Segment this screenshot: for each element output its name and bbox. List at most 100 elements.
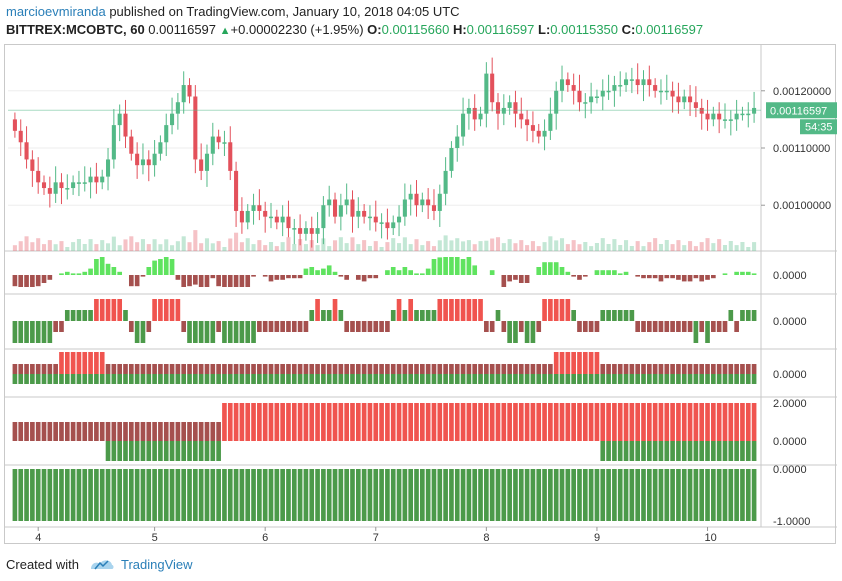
oscillator-bar: [274, 321, 280, 332]
oscillator-bar: [239, 469, 245, 521]
oscillator-bar: [734, 469, 739, 521]
oscillator-bar: [548, 299, 553, 321]
oscillator-bar: [670, 321, 675, 332]
oscillator-bar: [652, 275, 658, 279]
oscillator-bar: [268, 275, 274, 282]
ohlc-line: BITTREX:MCOBTC, 60 0.00116597 ▲+0.000022…: [6, 21, 836, 40]
volume-bar: [199, 243, 204, 251]
volume-bar: [59, 241, 64, 251]
oscillator-bar: [227, 469, 233, 521]
oscillator-bar: [711, 374, 716, 384]
oscillator-bar: [745, 364, 751, 374]
oscillator-bar: [658, 403, 664, 441]
oscillator-bar: [449, 364, 454, 374]
oscillator-bar: [355, 469, 361, 521]
candle: [647, 79, 652, 86]
candle: [635, 79, 640, 86]
oscillator-bar: [402, 364, 408, 374]
candle: [356, 210, 361, 217]
volume-bar: [565, 244, 570, 251]
volume-bar: [222, 247, 227, 251]
candle: [577, 90, 582, 103]
oscillator-bar: [152, 469, 157, 521]
oscillator-bar: [722, 364, 728, 374]
oscillator-bar: [385, 374, 390, 384]
volume-bar: [752, 242, 757, 251]
oscillator-bar: [99, 257, 105, 275]
oscillator-bar: [664, 441, 670, 461]
oscillator-axis-label: 0.0000: [773, 436, 807, 448]
chart-area[interactable]: 0.00120000 0.00110000 0.00100000 0.00116597…: [4, 44, 837, 545]
chart-canvas[interactable]: 0.00120000 0.00110000 0.00100000 0.00116597…: [5, 45, 837, 545]
oscillator-bar: [175, 374, 181, 384]
candle: [53, 182, 58, 194]
oscillator-bar: [542, 262, 547, 275]
volume-bar: [624, 240, 629, 251]
oscillator-bar: [646, 469, 652, 521]
oscillator-bar: [12, 275, 18, 287]
oscillator-bar: [443, 374, 448, 384]
oscillator-bar: [297, 469, 303, 521]
oscillator-bar: [47, 364, 53, 374]
volume-bar: [443, 235, 448, 251]
oscillator-bar: [437, 364, 443, 374]
oscillator-bar: [414, 273, 419, 275]
oscillator-bar: [344, 469, 349, 521]
candle: [501, 107, 506, 114]
oscillator-bar: [460, 259, 466, 275]
author-link[interactable]: marcioevmiranda: [6, 4, 106, 19]
oscillator-bar: [344, 374, 349, 384]
oscillator-bar: [513, 469, 518, 521]
oscillator-bar: [571, 310, 576, 321]
oscillator-bar: [507, 321, 512, 343]
candle: [461, 113, 466, 137]
oscillator-bar: [18, 422, 24, 441]
oscillator-bar: [169, 441, 175, 461]
oscillator-bar: [687, 374, 693, 384]
oscillator-bar: [658, 364, 664, 374]
oscillator-bar: [216, 275, 221, 287]
candle: [332, 199, 338, 217]
oscillator-bar: [658, 321, 664, 332]
oscillator-bar: [425, 268, 431, 275]
oscillator-bar: [472, 265, 478, 275]
oscillator-bar: [257, 469, 262, 521]
volume-bar: [699, 242, 704, 251]
candle: [583, 102, 588, 104]
oscillator-bar: [408, 270, 414, 275]
candle: [397, 216, 402, 223]
oscillator-bar: [396, 270, 402, 275]
candle: [513, 102, 518, 114]
candle: [495, 102, 501, 114]
oscillator-bar: [64, 422, 70, 441]
oscillator-bar: [239, 374, 245, 384]
oscillator-bar: [705, 469, 710, 521]
oscillator-axis-label: -1.0000: [773, 516, 810, 528]
volume-bar: [740, 242, 745, 251]
oscillator-bar: [588, 352, 594, 374]
candle: [36, 170, 41, 183]
oscillator-bar: [152, 441, 157, 461]
oscillator-bar: [47, 321, 53, 343]
candle: [315, 228, 320, 234]
candle: [216, 136, 221, 143]
oscillator-bar: [245, 364, 251, 374]
oscillator-bar: [617, 403, 623, 441]
oscillator-bar: [367, 364, 373, 374]
oscillator-bar: [652, 364, 658, 374]
oscillator-bar: [152, 422, 157, 441]
oscillator-bar: [70, 352, 76, 374]
candle: [193, 96, 198, 160]
oscillator-bar: [658, 441, 664, 461]
volume-bar: [204, 238, 210, 251]
oscillator-bar: [146, 469, 152, 521]
oscillator-bar: [326, 265, 332, 275]
candle: [105, 159, 111, 177]
tradingview-link[interactable]: TradingView: [120, 556, 193, 572]
candle: [606, 90, 611, 93]
oscillator-bar: [163, 469, 169, 521]
oscillator-bar: [280, 275, 285, 280]
oscillator-bar: [239, 364, 245, 374]
oscillator-bar: [332, 403, 338, 441]
oscillator-bar: [99, 352, 105, 374]
